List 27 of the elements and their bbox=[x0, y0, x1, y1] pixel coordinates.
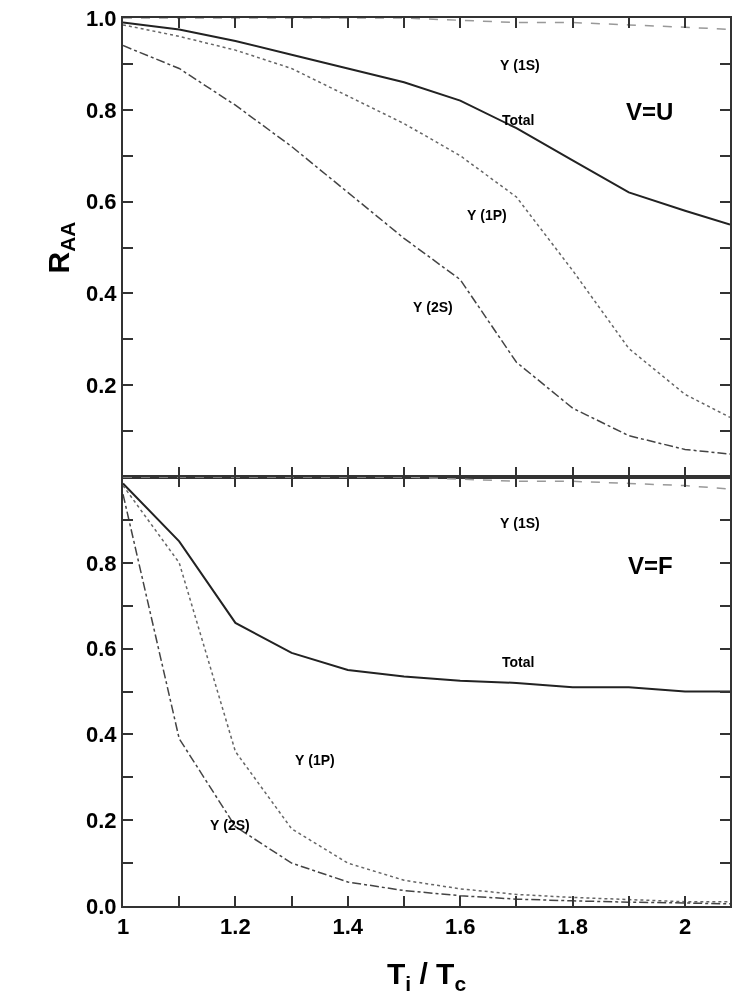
annotation: Υ (2S) bbox=[413, 299, 453, 315]
y-tick-label: 0.4 bbox=[86, 281, 118, 307]
x-tick-label: 1.6 bbox=[444, 914, 476, 940]
x-tick-label: 2 bbox=[678, 914, 692, 940]
x-axis-title: T$_{i}$ / T$_{c}$ bbox=[386, 957, 467, 995]
annotation: Υ (1P) bbox=[467, 207, 507, 223]
annotation: Υ (2S) bbox=[210, 817, 250, 833]
y-tick-label: 0.0 bbox=[86, 893, 117, 919]
annotation: Υ (1P) bbox=[295, 752, 335, 768]
annotation: Υ (1S) bbox=[500, 57, 540, 73]
x-tick-label: 1.4 bbox=[332, 914, 364, 940]
y-tick-label: 0.2 bbox=[86, 372, 117, 398]
x-tick-label: 1.8 bbox=[557, 914, 588, 940]
y-tick-label: 0.8 bbox=[86, 550, 117, 576]
y-tick-label: 1.0 bbox=[86, 5, 117, 31]
y-tick-label: 0.8 bbox=[86, 97, 117, 123]
annotation: Total bbox=[502, 654, 535, 670]
annotation: Υ (1S) bbox=[500, 515, 540, 531]
x-tick-label: 1 bbox=[116, 914, 130, 940]
annotation: V=U bbox=[626, 98, 674, 125]
annotation: V=F bbox=[628, 552, 673, 579]
y-tick-label: 0.2 bbox=[86, 807, 117, 833]
y-tick-label: 0.6 bbox=[86, 189, 117, 215]
x-tick-label: 1.2 bbox=[220, 914, 251, 940]
annotation: Total bbox=[502, 112, 535, 128]
y-tick-label: 0.4 bbox=[86, 722, 118, 748]
y-tick-label: 0.6 bbox=[86, 636, 117, 662]
